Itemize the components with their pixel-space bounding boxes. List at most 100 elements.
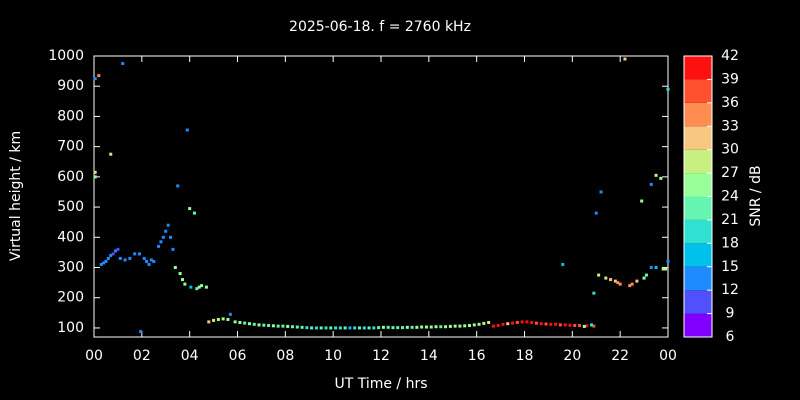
data-point bbox=[233, 320, 237, 324]
data-point bbox=[305, 326, 309, 330]
data-point bbox=[539, 322, 543, 326]
data-point bbox=[613, 279, 617, 283]
y-tick-label: 900 bbox=[57, 78, 84, 94]
data-point bbox=[530, 320, 534, 324]
data-point bbox=[439, 325, 443, 329]
data-point bbox=[118, 256, 122, 260]
data-point bbox=[357, 326, 361, 330]
data-point bbox=[642, 276, 646, 280]
data-point bbox=[149, 258, 153, 262]
data-point bbox=[192, 211, 196, 215]
data-point bbox=[401, 326, 405, 330]
data-point bbox=[582, 324, 586, 328]
colorbar-band bbox=[684, 219, 712, 244]
data-point bbox=[329, 326, 333, 330]
data-point bbox=[166, 223, 170, 227]
data-point bbox=[137, 252, 141, 256]
data-point bbox=[164, 229, 168, 233]
data-point bbox=[568, 323, 572, 327]
data-point bbox=[396, 326, 400, 330]
colorbar-tick-label: 21 bbox=[721, 212, 739, 228]
colorbar-band bbox=[684, 173, 712, 197]
data-point bbox=[491, 324, 495, 328]
data-point bbox=[589, 323, 593, 327]
y-tick-label: 100 bbox=[57, 320, 84, 336]
data-point bbox=[597, 273, 601, 277]
data-point bbox=[238, 320, 242, 324]
data-point bbox=[324, 326, 328, 330]
colorbar-tick-label: 27 bbox=[721, 165, 739, 181]
data-point bbox=[420, 325, 424, 329]
data-point bbox=[102, 261, 106, 265]
data-point bbox=[247, 322, 251, 326]
data-point bbox=[161, 235, 165, 239]
data-point bbox=[314, 326, 318, 330]
data-point bbox=[189, 285, 193, 289]
data-point bbox=[604, 276, 608, 280]
data-point bbox=[496, 324, 500, 328]
data-point bbox=[649, 266, 653, 270]
colorbar-tick-label: 39 bbox=[721, 71, 739, 87]
x-tick-label: 04 bbox=[181, 348, 199, 364]
data-point bbox=[592, 291, 596, 295]
colorbar-band bbox=[684, 313, 712, 337]
colorbar-band bbox=[684, 102, 712, 127]
data-point bbox=[424, 325, 428, 329]
plot-frame bbox=[93, 55, 669, 338]
x-axis-label: UT Time / hrs bbox=[334, 376, 427, 392]
x-tick-label: 12 bbox=[372, 348, 390, 364]
data-point bbox=[147, 262, 151, 266]
data-point bbox=[649, 182, 653, 186]
data-point bbox=[343, 326, 347, 330]
data-point bbox=[561, 262, 565, 266]
data-point bbox=[183, 282, 187, 286]
data-point bbox=[157, 244, 161, 248]
data-point bbox=[200, 284, 204, 288]
data-point bbox=[477, 322, 481, 326]
data-point bbox=[661, 267, 665, 271]
data-point bbox=[267, 324, 271, 328]
data-point bbox=[544, 322, 548, 326]
data-point bbox=[353, 326, 357, 330]
data-point bbox=[623, 57, 627, 61]
data-point bbox=[128, 256, 132, 260]
data-point bbox=[444, 325, 448, 329]
x-tick-label: 06 bbox=[229, 348, 247, 364]
data-point bbox=[573, 324, 577, 328]
data-point bbox=[585, 324, 589, 328]
data-point bbox=[391, 326, 395, 330]
colorbar-tick-label: 42 bbox=[721, 48, 739, 64]
data-point bbox=[228, 312, 232, 316]
data-point bbox=[511, 321, 515, 325]
y-tick-label: 500 bbox=[57, 199, 84, 215]
data-point bbox=[659, 176, 663, 180]
data-point bbox=[171, 247, 175, 251]
x-tick-label: 16 bbox=[468, 348, 486, 364]
data-point bbox=[152, 259, 156, 263]
data-point bbox=[628, 284, 632, 288]
data-point bbox=[93, 175, 97, 179]
data-point bbox=[271, 324, 275, 328]
data-point bbox=[281, 324, 285, 328]
data-point bbox=[216, 317, 220, 321]
data-point bbox=[319, 326, 323, 330]
chart-title: 2025-06-18. f = 2760 kHz bbox=[289, 19, 471, 35]
data-point bbox=[295, 325, 299, 329]
data-point bbox=[111, 252, 115, 256]
x-tick-label: 08 bbox=[276, 348, 294, 364]
data-point bbox=[93, 170, 97, 174]
data-point bbox=[262, 323, 266, 327]
colorbar-tick-label: 15 bbox=[721, 259, 739, 275]
data-point bbox=[467, 324, 471, 328]
data-point bbox=[609, 278, 613, 282]
data-point bbox=[563, 323, 567, 327]
data-point bbox=[666, 87, 670, 91]
data-point bbox=[109, 253, 113, 257]
data-point bbox=[635, 279, 639, 283]
x-tick-label: 14 bbox=[420, 348, 438, 364]
data-point bbox=[618, 282, 622, 286]
y-tick-label: 700 bbox=[57, 139, 84, 155]
data-point bbox=[243, 321, 247, 325]
